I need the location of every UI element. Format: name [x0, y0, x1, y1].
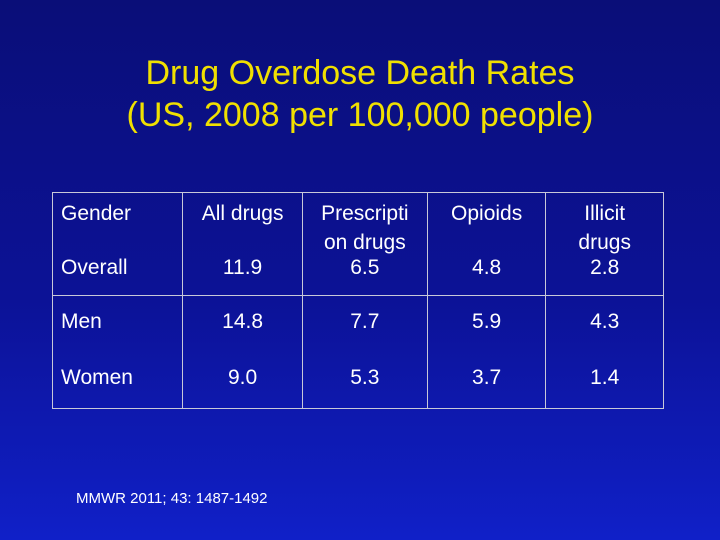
- table-row: Overall 11.9 6.5 4.8 2.8: [51, 255, 664, 295]
- cell-prescription-drugs: 7.7: [301, 294, 428, 352]
- slide-title-line-2: (US, 2008 per 100,000 people): [126, 96, 594, 134]
- cell-opioids: 5.9: [426, 294, 547, 352]
- header-opioids: Opioids: [426, 192, 547, 259]
- cell-all-drugs-text: 11.9: [222, 255, 263, 279]
- header-illicit-drugs-line-2: drugs: [578, 231, 631, 254]
- header-all-drugs: All drugs: [182, 192, 303, 259]
- cell-all-drugs: 11.9: [182, 255, 303, 295]
- cell-gender-text: Overall: [61, 255, 128, 279]
- header-illicit-drugs: Illicit drugs: [545, 192, 664, 259]
- header-gender: Gender: [51, 192, 184, 259]
- cell-illicit-drugs: 2.8: [545, 255, 664, 295]
- slide-title: Drug Overdose Death Rates (US, 2008 per …: [0, 52, 720, 136]
- header-prescription-drugs-line-2: on drugs: [323, 231, 406, 254]
- cell-prescription-drugs: 5.3: [301, 351, 428, 408]
- cell-gender: Men: [51, 294, 184, 352]
- header-prescription-drugs: Prescripti on drugs: [301, 192, 428, 259]
- cell-illicit-drugs: 1.4: [545, 351, 664, 408]
- cell-opioids-text: 4.8: [472, 255, 502, 279]
- overdose-rates-table: Gender All drugs Prescripti on drugs Opi…: [51, 192, 664, 409]
- cell-opioids: 4.8: [426, 255, 547, 295]
- slide-title-line-1: Drug Overdose Death Rates: [145, 54, 575, 92]
- table-header-row: Gender All drugs Prescripti on drugs Opi…: [51, 192, 664, 259]
- table-row: Women 9.0 5.3 3.7 1.4: [51, 351, 664, 408]
- header-prescription-drugs-line-1: Prescripti: [321, 202, 409, 225]
- cell-prescription-drugs: 6.5: [301, 255, 428, 295]
- cell-all-drugs: 14.8: [182, 294, 303, 352]
- cell-gender: Overall: [51, 255, 184, 295]
- cell-prescription-drugs-text: 6.5: [350, 255, 380, 279]
- cell-illicit-drugs: 4.3: [545, 294, 664, 352]
- cell-illicit-drugs-text: 2.8: [590, 255, 620, 279]
- cell-all-drugs: 9.0: [182, 351, 303, 408]
- table-row: Men 14.8 7.7 5.9 4.3: [51, 294, 664, 352]
- citation: MMWR 2011; 43: 1487-1492: [76, 490, 268, 507]
- cell-opioids: 3.7: [426, 351, 547, 408]
- header-illicit-drugs-line-1: Illicit: [584, 202, 626, 225]
- cell-gender: Women: [51, 351, 184, 408]
